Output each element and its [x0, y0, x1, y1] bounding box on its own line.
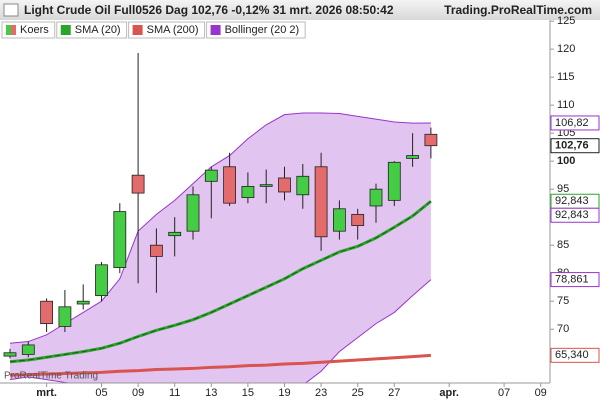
- bollinger-lower: [9, 279, 432, 383]
- price-marker-label: 78,861: [555, 273, 589, 285]
- header-bar: [0, 0, 600, 20]
- candle-body: [3, 352, 17, 357]
- y-tick-label: 125: [557, 15, 575, 27]
- candle-body: [21, 344, 35, 355]
- ma-line-core: [9, 200, 432, 363]
- candle-body: [168, 231, 182, 237]
- legend-swatch: [60, 25, 71, 35]
- candle-body: [351, 213, 365, 226]
- y-tick-label: 115: [557, 71, 575, 83]
- overlay: Koers SMA (20) SMA (200) Bollinger (20 2): [1, 21, 306, 39]
- price-marker-box: [550, 272, 600, 288]
- candle-body: [113, 211, 127, 269]
- ma-line: [9, 353, 432, 377]
- price-marker-box: [550, 207, 600, 223]
- legend-swatch: [11, 25, 16, 35]
- plot-area: [3, 53, 438, 383]
- legend-item: SMA (200): [128, 21, 206, 39]
- legend-item: Bollinger (20 2): [206, 21, 306, 39]
- source: Trading.ProRealTime.com: [444, 3, 592, 17]
- bollinger-upper: [9, 112, 431, 344]
- legend-label: Bollinger (20 2): [225, 24, 300, 36]
- x-tick-label: 11: [169, 387, 180, 399]
- price-marker-box: [550, 138, 600, 154]
- candle-body: [296, 175, 310, 196]
- price-marker: 102,76: [550, 138, 600, 154]
- x-tick-label: 23: [315, 387, 327, 399]
- x-tick-label: 15: [242, 387, 254, 399]
- y-tick-label: 85: [557, 239, 569, 251]
- y-tick-label: 110: [557, 99, 575, 111]
- legend-swatch: [210, 25, 221, 35]
- candle-body: [259, 184, 273, 187]
- bollinger-fill: [10, 112, 431, 383]
- y-tick-label: 70: [557, 323, 569, 335]
- candle-body: [95, 264, 108, 297]
- candle-body: [369, 188, 383, 207]
- y-tick-label: 95: [557, 183, 569, 195]
- price-marker: 92,843: [550, 193, 600, 209]
- x-tick-label: 27: [388, 387, 400, 399]
- candle-body: [314, 166, 328, 238]
- candle-body: [204, 169, 218, 182]
- x-tick-label: apr.: [439, 387, 459, 399]
- x-tick-label: mrt.: [36, 387, 57, 399]
- x-tick-label: 09: [132, 387, 144, 399]
- x-tick-label: 07: [498, 387, 510, 399]
- legend-bg: [56, 21, 128, 39]
- legend-bg: [206, 21, 306, 39]
- price-marker-label: 106,82: [555, 117, 589, 129]
- price-marker-label: 65,340: [555, 349, 589, 361]
- x-tick-label: 05: [95, 387, 107, 399]
- price-marker-label: 92,843: [555, 209, 589, 221]
- x-tick-label: 13: [205, 387, 217, 399]
- price-marker-box: [550, 115, 600, 131]
- x-tick-label: 19: [278, 387, 290, 399]
- y-tick-label: 75: [557, 295, 569, 307]
- candle-body: [223, 166, 237, 204]
- legend-swatch: [132, 25, 143, 35]
- candle-body: [131, 174, 145, 194]
- price-marker-box: [550, 347, 600, 363]
- header-icon: [3, 3, 19, 17]
- chart-title: Light Crude Oil Full0526 Dag 102,76 -0,1…: [24, 3, 394, 17]
- x-tick-label: 25: [352, 387, 364, 399]
- candle-body: [332, 208, 346, 232]
- candle-body: [424, 133, 438, 147]
- legend-label: Koers: [20, 24, 49, 36]
- legend-item: SMA (20): [56, 21, 128, 39]
- candle-body: [406, 155, 420, 159]
- price-marker: 92,843: [550, 207, 600, 223]
- legend-item: Koers: [1, 21, 56, 39]
- candle-body: [58, 306, 72, 327]
- candle-body: [186, 194, 200, 232]
- x-tick-label: 09: [535, 387, 547, 399]
- price-marker-label: 92,843: [555, 195, 589, 207]
- candle-body: [387, 161, 401, 201]
- candle-body: [149, 244, 163, 257]
- candle-body: [278, 177, 291, 193]
- price-marker: 65,340: [550, 347, 600, 363]
- legend-bg: [128, 21, 206, 39]
- price-marker: 106,82: [550, 115, 600, 131]
- candle-body: [241, 185, 255, 198]
- price-marker: 78,861: [550, 272, 600, 288]
- candle-body: [76, 300, 90, 305]
- y-tick-label: 100: [557, 155, 575, 167]
- candle-body: [40, 300, 53, 325]
- watermark: ProRealTime Trading: [4, 371, 98, 382]
- y-tick-label: 120: [557, 43, 575, 55]
- legend-label: SMA (200): [147, 24, 199, 36]
- price-marker-label: 102,76: [555, 140, 589, 152]
- legend-label: SMA (20): [75, 24, 121, 36]
